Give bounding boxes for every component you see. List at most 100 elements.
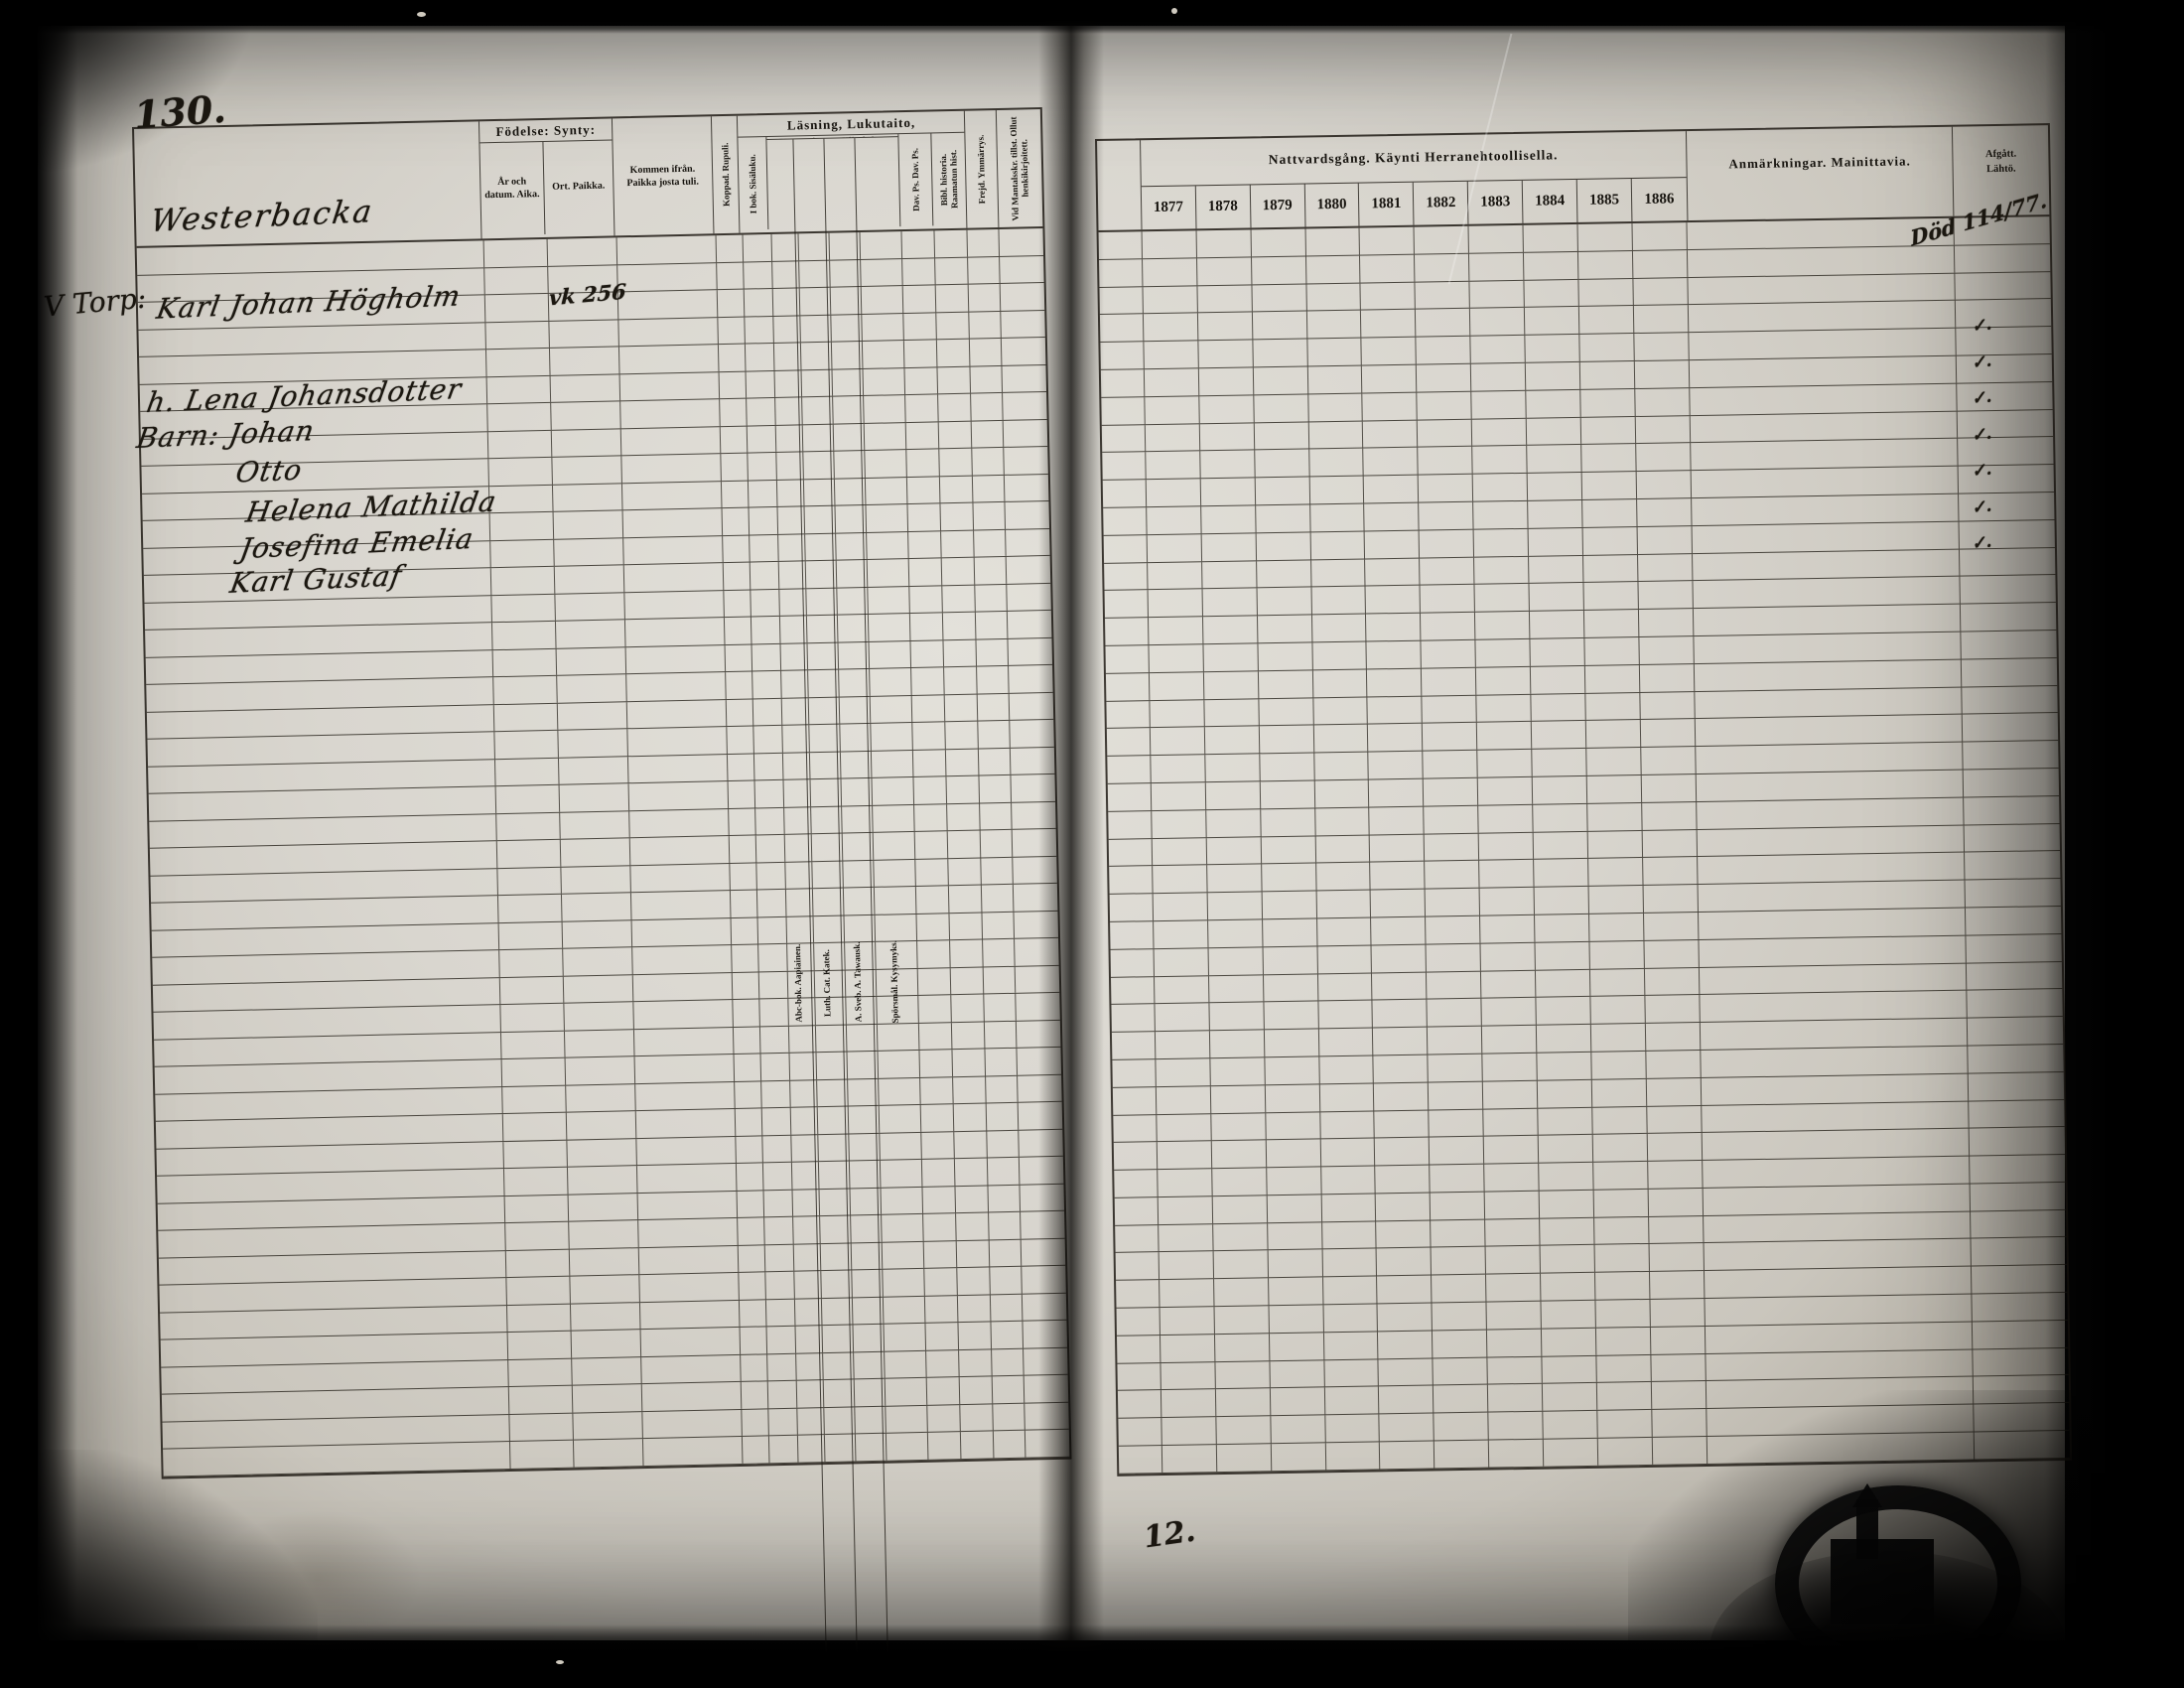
table-cell: [1375, 1137, 1431, 1166]
table-cell: [1580, 416, 1637, 445]
table-cell: [560, 838, 631, 867]
table-cell: [1595, 1272, 1651, 1300]
year-cell: 1880: [1304, 183, 1360, 227]
table-cell: [984, 1021, 1018, 1049]
table-cell: [1007, 556, 1051, 583]
table-cell: [561, 893, 632, 921]
table-cell: [506, 1304, 572, 1333]
table-cell: [1588, 858, 1644, 886]
table-cell: [1211, 1140, 1267, 1169]
table-cell: [1593, 1189, 1649, 1217]
table-cell: [1472, 473, 1529, 501]
table-cell: [729, 807, 756, 836]
table-cell: [547, 237, 618, 266]
table-cell: [1310, 531, 1366, 560]
table-cell: [1216, 1416, 1272, 1445]
table-cell: [1103, 534, 1148, 563]
table-cell: [1643, 885, 1699, 913]
table-cell: [563, 974, 634, 1003]
table-cell: [949, 913, 984, 940]
table-cell: [1646, 1077, 1703, 1106]
table-cell: [957, 1267, 991, 1295]
table-cell: [734, 1054, 762, 1081]
table-cell: [1966, 879, 2061, 907]
table-cell: [632, 945, 733, 974]
table-cell: [1524, 279, 1579, 308]
table-cell: [1955, 244, 2050, 272]
table-cell: [742, 1408, 769, 1436]
table-cell: [1324, 1386, 1380, 1415]
table-cell: [1486, 1301, 1543, 1330]
table-cell: [1008, 637, 1052, 664]
table-cell: [980, 802, 1013, 830]
table-cell: [1431, 1219, 1486, 1248]
table-cell: [721, 453, 749, 481]
table-cell: [1005, 474, 1049, 500]
table-cell: [1210, 1084, 1266, 1113]
table-cell: [906, 449, 940, 477]
table-cell: [1645, 995, 1701, 1024]
table-cell: [920, 1076, 954, 1104]
year-cell: 1883: [1467, 180, 1524, 224]
table-cell: [730, 890, 758, 917]
table-cell: [1321, 1194, 1377, 1222]
table-cell: [507, 1331, 573, 1359]
table-cell: [1108, 810, 1153, 839]
table-cell: [1319, 1083, 1375, 1111]
table-cell: [1537, 1079, 1593, 1108]
table-cell: [916, 913, 951, 940]
table-cell: [954, 1158, 989, 1186]
table-cell: [987, 1130, 1020, 1158]
table-cell: [1433, 1385, 1489, 1413]
table-cell: [566, 1111, 637, 1140]
table-cell: [1597, 1410, 1653, 1438]
table-cell: [1577, 250, 1634, 279]
table-cell: [1007, 583, 1051, 610]
table-cell: [1482, 1025, 1538, 1054]
table-cell: [1378, 1331, 1433, 1359]
table-cell: [1487, 1356, 1543, 1385]
table-cell: [990, 1266, 1023, 1294]
table-cell: [729, 835, 757, 863]
table-cell: [1306, 310, 1362, 339]
table-cell: [1594, 1216, 1650, 1245]
table-cell: [1649, 1243, 1705, 1272]
table-cell: [1580, 388, 1636, 417]
table-cell: [1264, 1029, 1319, 1057]
table-cell: [948, 858, 982, 886]
table-cell: [1527, 473, 1583, 500]
table-cell: [1973, 1321, 2068, 1348]
table-cell: [720, 426, 749, 454]
table-cell: [630, 863, 731, 893]
table-cell: [562, 919, 633, 948]
right-table-body: [1098, 216, 2071, 1475]
table-cell: [735, 1080, 762, 1108]
table-cell: [503, 1167, 569, 1196]
year-cell: 1877: [1141, 186, 1197, 230]
table-cell: [1203, 643, 1259, 672]
table-cell: [1422, 695, 1478, 723]
table-cell: [1308, 448, 1365, 477]
table-cell: [1957, 327, 2052, 354]
table-cell: [969, 311, 1002, 339]
table-cell: [1595, 1327, 1652, 1355]
table-cell: [1001, 283, 1045, 310]
table-cell: [1481, 998, 1537, 1026]
table-cell: [1099, 259, 1144, 287]
table-cell: [973, 501, 1007, 530]
table-cell: [1581, 444, 1637, 473]
table-cell: [493, 703, 559, 732]
table-cell: [1540, 1217, 1595, 1246]
table-cell: [938, 421, 973, 449]
table-cell: [1489, 1439, 1545, 1468]
table-cell: [741, 1353, 768, 1381]
table-cell: [483, 238, 549, 267]
table-cell: [1579, 361, 1636, 389]
table-cell: [554, 537, 624, 566]
table-cell: [1640, 719, 1697, 748]
table-cell: [633, 1027, 735, 1056]
table-cell: [1540, 1245, 1596, 1273]
table-cell: [954, 1130, 988, 1159]
table-cell: [1541, 1273, 1596, 1301]
table-cell: [1691, 493, 1960, 525]
